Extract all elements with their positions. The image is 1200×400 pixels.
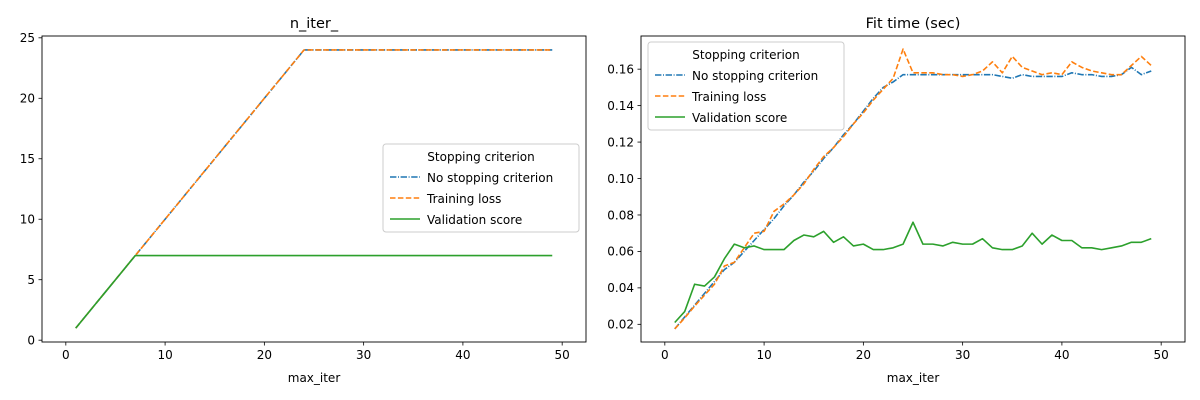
series-line-no-stopping-criterion <box>75 49 553 329</box>
x-tick-label: 10 <box>157 348 172 362</box>
y-tick-label: 0.14 <box>607 99 634 113</box>
y-tick-label: 0.16 <box>607 62 634 76</box>
legend: Stopping criterion No stopping criterion… <box>647 41 845 131</box>
legend-label-training-loss: Training loss <box>426 192 501 206</box>
chart-n-iter: n_iter_ 0 10 20 30 40 50 0 5 10 15 20 25 max_iter S… <box>20 16 587 385</box>
legend-title: Stopping criterion <box>427 150 534 164</box>
x-tick-label: 30 <box>955 348 970 362</box>
y-tick-label: 0.02 <box>607 318 634 332</box>
legend-label-validation-score: Validation score <box>427 213 522 227</box>
y-tick-label: 0.12 <box>607 135 634 149</box>
y-tick-label: 25 <box>20 31 35 45</box>
x-tick-label: 20 <box>257 348 272 362</box>
plot-area: 0 10 20 30 40 50 0.02 0.04 0.06 0.08 0.10 0.12 0.14 0… <box>607 48 1169 362</box>
y-tick-label: 10 <box>20 213 35 227</box>
legend-label-no-stopping: No stopping criterion <box>427 171 553 185</box>
legend-label-no-stopping: No stopping criterion <box>692 69 818 83</box>
y-tick-label: 0 <box>27 333 35 347</box>
y-tick-label: 20 <box>20 92 35 106</box>
legend-label-training-loss: Training loss <box>691 90 766 104</box>
y-tick-label: 5 <box>27 273 35 287</box>
legend: Stopping criterion No stopping criterion… <box>382 143 580 233</box>
axes-frame <box>640 35 1186 343</box>
x-tick-label: 40 <box>455 348 470 362</box>
x-tick-label: 30 <box>356 348 371 362</box>
legend-frame <box>647 41 845 131</box>
series-line-validation-score <box>75 254 553 329</box>
x-tick-label: 0 <box>62 348 70 362</box>
y-tick-label: 0.04 <box>607 281 634 295</box>
y-tick-label: 0.06 <box>607 245 634 259</box>
series-line-no-stopping-criterion <box>674 66 1152 330</box>
plot-area: 0 10 20 30 40 50 0 5 10 15 20 25 <box>20 31 570 362</box>
y-tick-label: 15 <box>20 152 35 166</box>
series-line-validation-score <box>674 221 1152 324</box>
x-tick-label: 20 <box>856 348 871 362</box>
x-tick-label: 0 <box>661 348 669 362</box>
x-axis-label: max_iter <box>288 371 341 385</box>
chart-title: Fit time (sec) <box>866 16 961 32</box>
y-tick-label: 0.08 <box>607 208 634 222</box>
x-tick-label: 40 <box>1054 348 1069 362</box>
x-axis-label: max_iter <box>887 371 940 385</box>
legend-label-validation-score: Validation score <box>692 111 787 125</box>
y-tick-label: 0.10 <box>607 172 634 186</box>
legend-title: Stopping criterion <box>692 48 799 62</box>
legend-frame <box>382 143 580 233</box>
series-line-training-loss <box>674 48 1152 330</box>
x-tick-label: 10 <box>756 348 771 362</box>
axes-frame <box>41 35 587 343</box>
chart-fit-time: Fit time (sec) 0 10 20 30 40 50 0.02 0.04 0.06 0.… <box>607 16 1186 385</box>
chart-title: n_iter_ <box>290 16 339 32</box>
x-tick-label: 50 <box>555 348 570 362</box>
x-tick-label: 50 <box>1154 348 1169 362</box>
